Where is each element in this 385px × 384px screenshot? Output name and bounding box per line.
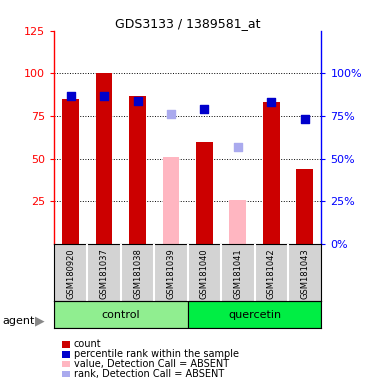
Bar — [263, 102, 280, 244]
Bar — [296, 169, 313, 244]
Text: GSM181037: GSM181037 — [100, 248, 109, 299]
Bar — [96, 73, 112, 244]
Point — [302, 116, 308, 122]
Bar — [187, 301, 321, 328]
Text: GSM181040: GSM181040 — [200, 248, 209, 299]
Bar — [162, 157, 179, 244]
Point — [235, 144, 241, 150]
Bar — [229, 200, 246, 244]
Bar — [196, 142, 213, 244]
Point — [67, 93, 74, 99]
Point — [168, 111, 174, 118]
Text: GSM181041: GSM181041 — [233, 248, 243, 299]
Text: ▶: ▶ — [35, 314, 44, 327]
Text: quercetin: quercetin — [228, 310, 281, 320]
Point — [268, 99, 275, 105]
Text: percentile rank within the sample: percentile rank within the sample — [74, 349, 239, 359]
Bar — [54, 301, 187, 328]
Text: GSM181038: GSM181038 — [133, 248, 142, 299]
Bar — [62, 99, 79, 244]
Text: GSM181039: GSM181039 — [166, 248, 176, 299]
Text: control: control — [102, 310, 140, 320]
Point — [134, 98, 141, 104]
Point — [101, 93, 107, 99]
Title: GDS3133 / 1389581_at: GDS3133 / 1389581_at — [115, 17, 260, 30]
Point — [201, 106, 208, 112]
Text: GSM181043: GSM181043 — [300, 248, 309, 299]
Text: GSM180920: GSM180920 — [66, 248, 75, 299]
Text: agent: agent — [2, 316, 34, 326]
Bar — [129, 96, 146, 244]
Text: value, Detection Call = ABSENT: value, Detection Call = ABSENT — [74, 359, 229, 369]
Text: GSM181042: GSM181042 — [267, 248, 276, 299]
Text: count: count — [74, 339, 102, 349]
Text: rank, Detection Call = ABSENT: rank, Detection Call = ABSENT — [74, 369, 224, 379]
